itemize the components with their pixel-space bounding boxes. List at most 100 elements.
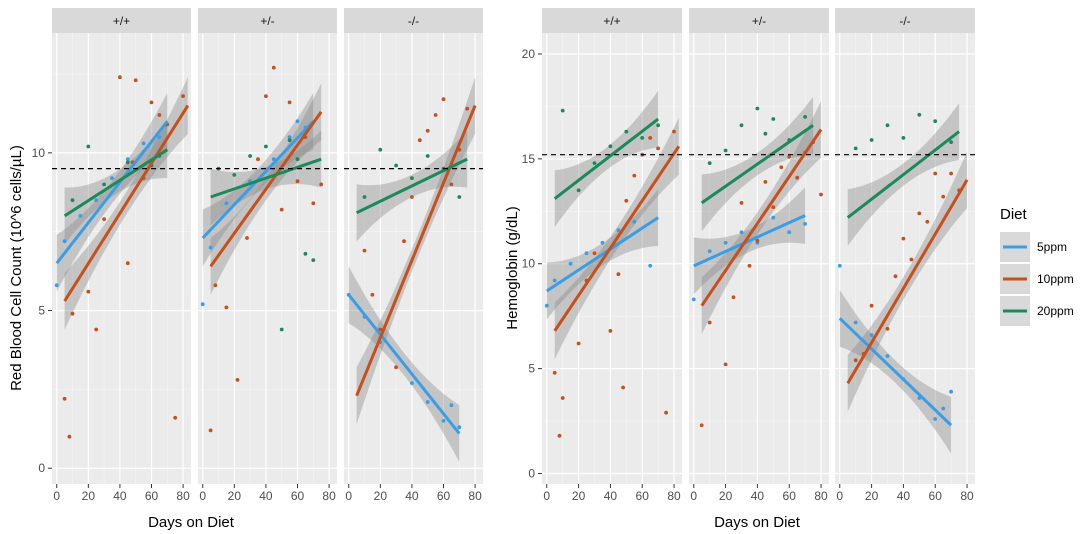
hgb-panel-1-point-5ppm — [584, 251, 589, 256]
hgb-panel-1-fit-line-10ppm — [553, 145, 681, 332]
hgb-panel-1-point-5ppm — [648, 263, 653, 268]
rbc-y-tick-label: 0 — [38, 461, 45, 475]
rbc-panel-1-point-20ppm — [86, 144, 91, 149]
hgb-panel-2-point-20ppm — [723, 148, 728, 153]
rbc-panel-1-point-10ppm — [149, 100, 154, 105]
hgb-panel-1-strip — [542, 8, 682, 33]
hgb-panel-3-point-20ppm — [917, 112, 922, 117]
rbc-panel-2-point-5ppm — [200, 302, 205, 307]
rbc-panel-2-point-20ppm — [287, 138, 292, 143]
hgb-panel-1-point-5ppm — [616, 228, 621, 233]
rbc-panel-2-x-tick-label: 60 — [291, 489, 305, 503]
hgb-panel-2-point-10ppm — [731, 295, 736, 300]
hgb-y-tick-label: 5 — [528, 362, 535, 376]
rbc-panel-1-point-10ppm — [67, 434, 72, 439]
legend-key-20ppm: 20ppm — [1000, 296, 1074, 326]
hgb-panel-2-point-10ppm — [787, 154, 792, 159]
rbc-panel-3-fit-line-10ppm — [355, 104, 477, 397]
rbc-panel-3-point-20ppm — [425, 154, 430, 158]
hgb-panel-1-point-20ppm — [576, 188, 581, 193]
hgb-panel-1-point-5ppm — [544, 303, 549, 308]
rbc-panel-3-point-10ppm — [465, 106, 470, 111]
hgb-panel-1-x-tick-label: 80 — [667, 489, 681, 503]
rbc-panel-3-point-10ppm — [402, 239, 406, 244]
legend-label-20ppm: 20ppm — [1037, 304, 1074, 318]
hgb-panel-2-point-20ppm — [739, 123, 744, 128]
rbc-panel-2-x-tick-label: 40 — [259, 489, 273, 503]
rbc-panel-1-point-10ppm — [86, 289, 91, 294]
hgb-panel-2-x-tick-label: 0 — [690, 489, 697, 503]
hgb-panel-1-point-10ppm — [576, 341, 581, 346]
rbc-panel-2-x-tick-label: 20 — [228, 489, 242, 503]
hgb-panel-1-point-20ppm — [656, 123, 660, 128]
rbc-panel-1-point-5ppm — [94, 198, 99, 203]
rbc-panel-3-point-20ppm — [394, 163, 398, 168]
hgb-panel-1-x-tick-label: 20 — [572, 489, 586, 503]
rbc-panel-2-point-10ppm — [264, 94, 268, 98]
hgb-chart: +/+ 0 20 40 60 80 0 5 10 15 20 +/- 0 20 40 60 80 -/- 0 20 40… — [522, 8, 975, 503]
hgb-panel-3-point-20ppm — [901, 136, 906, 140]
rbc-panel-2-point-10ppm — [213, 283, 218, 288]
hgb-panel-3-point-10ppm — [901, 236, 906, 241]
hgb-panel-2-point-10ppm — [707, 320, 712, 325]
rbc-panel-3-point-10ppm — [417, 138, 422, 143]
hgb-panel-1-fit-line-5ppm — [545, 216, 659, 293]
hgb-panel-2-x-tick-label: 80 — [814, 489, 828, 503]
rbc-chart: +/+ 0 20 40 60 80 0 5 10 +/- 0 20 40 60 80 -/- 0 20 40 60 80 — [32, 8, 483, 503]
hgb-panel-2-point-5ppm — [771, 215, 776, 220]
hgb-panel-2-point-20ppm — [803, 115, 807, 119]
rbc-panel-2-point-10ppm — [279, 207, 284, 212]
rbc-panel-1-strip — [52, 8, 191, 33]
rbc-panel-1-fit-line-10ppm — [63, 104, 190, 302]
rbc-panel-2-x-tick-label: 80 — [322, 489, 336, 503]
hgb-panel-2-x-tick-label: 40 — [751, 489, 765, 503]
rbc-panel-1-point-5ppm — [125, 157, 130, 162]
rbc-panel-1-point-20ppm — [102, 182, 106, 187]
hgb-panel-3-x-tick-label: 20 — [865, 489, 879, 503]
hgb-panel-1-point-20ppm — [624, 129, 629, 134]
hgb-panel-1-point-10ppm — [632, 173, 637, 178]
hgb-panel-1: +/+ 0 20 40 60 80 0 5 10 15 20 — [522, 8, 682, 503]
rbc-panel-2-point-10ppm — [208, 428, 213, 433]
rbc-panel-2-point-10ppm — [311, 201, 316, 206]
hgb-panel-1-x-tick-label: 40 — [604, 489, 618, 503]
hgb-panel-2-point-5ppm — [707, 249, 712, 254]
hgb-panel-3-point-5ppm — [837, 263, 842, 268]
hgb-panel-1-point-10ppm — [608, 329, 613, 333]
hgb-panel-2-point-20ppm — [707, 161, 712, 166]
rbc-panel-1-point-10ppm — [125, 261, 130, 266]
hgb-panel-2-point-5ppm — [723, 240, 728, 245]
hgb-panel-1-point-5ppm — [632, 219, 637, 224]
rbc-panel-1-x-tick-label: 80 — [176, 489, 190, 503]
rbc-panel-1-point-5ppm — [141, 141, 146, 146]
legend-label-5ppm: 5ppm — [1037, 240, 1067, 254]
hgb-panel-3-fit-line-10ppm — [846, 179, 969, 385]
rbc-panel-3-x-tick-label: 60 — [437, 489, 451, 503]
hgb-panel-1-point-10ppm — [621, 385, 625, 390]
rbc-panel-1-fit-line-20ppm — [63, 148, 169, 218]
hgb-panel-3-point-10ppm — [909, 257, 914, 262]
hgb-panel-2: +/- 0 20 40 60 80 — [689, 8, 829, 503]
rbc-panel-3-strip — [344, 8, 483, 33]
rbc-panel-3-strip-label: -/- — [408, 14, 419, 28]
hgb-panel-1-point-10ppm — [616, 272, 621, 277]
hgb-panel-2-point-10ppm — [771, 205, 776, 210]
rbc-panel-3-fit-line-20ppm — [355, 157, 468, 215]
hgb-panel-2-strip-label: +/- — [752, 14, 766, 28]
rbc-panel-3-point-20ppm — [457, 195, 462, 199]
rbc-panel-3-point-10ppm — [425, 128, 430, 133]
rbc-panel-3-point-5ppm — [449, 403, 454, 408]
legend-key-10ppm: 10ppm — [1000, 264, 1074, 294]
rbc-panel-1-point-10ppm — [102, 217, 106, 222]
rbc-panel-3-point-10ppm — [370, 292, 375, 297]
hgb-panel-1-point-10ppm — [552, 370, 557, 375]
rbc-panel-2-point-5ppm — [224, 201, 229, 206]
rbc-panel-2-strip-label: +/- — [260, 14, 274, 28]
rbc-y-axis-title: Red Blood Cell Count (10^6 cells/µL) — [8, 145, 25, 391]
rbc-panel-2-point-10ppm — [295, 179, 300, 184]
hgb-y-tick-label: 0 — [528, 467, 535, 481]
hgb-panel-2-point-10ppm — [779, 165, 784, 170]
hgb-panel-1-fit-line-20ppm — [553, 117, 660, 200]
hgb-panel-3-point-5ppm — [869, 333, 874, 337]
